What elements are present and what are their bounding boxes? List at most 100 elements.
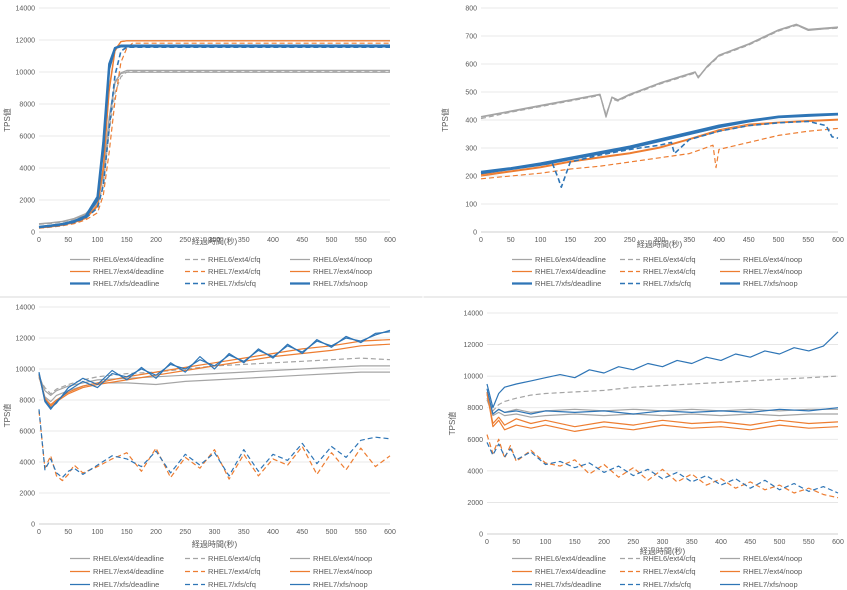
y-axis-label: TPS値 <box>440 108 450 132</box>
x-tick-label: 450 <box>743 237 755 244</box>
x-tick-label: 500 <box>326 237 338 244</box>
legend-label: RHEL7/xfs/deadline <box>535 279 601 288</box>
y-tick-label: 6000 <box>467 437 483 444</box>
legend-label: RHEL7/ext4/deadline <box>535 567 606 576</box>
series-line <box>480 120 839 188</box>
x-tick-label: 600 <box>832 539 844 546</box>
x-tick-label: 550 <box>803 539 815 546</box>
legend-label: RHEL6/ext4/noop <box>313 255 372 264</box>
series-line <box>38 71 390 225</box>
legend-label: RHEL7/ext4/cfq <box>643 567 696 576</box>
y-tick-label: 12000 <box>16 38 36 45</box>
x-tick-label: 150 <box>121 237 133 244</box>
x-tick-label: 200 <box>598 539 610 546</box>
y-tick-label: 0 <box>479 532 483 539</box>
legend-label: RHEL6/ext4/deadline <box>535 255 606 264</box>
x-tick-label: 500 <box>774 539 786 546</box>
legend-label: RHEL7/ext4/noop <box>743 567 802 576</box>
series-line <box>480 112 839 173</box>
series-line <box>38 46 390 229</box>
x-tick-label: 350 <box>238 529 250 536</box>
chart-1: 0 2000 4000 6000 8000 10000 12000 14000 0 50 100 15… <box>2 6 396 289</box>
series-line <box>480 23 839 118</box>
x-tick-label: 100 <box>92 529 104 536</box>
x-axis-label: 経過時間(秒) <box>640 546 686 556</box>
series-line <box>486 388 839 415</box>
x-tick-label: 50 <box>64 529 72 536</box>
series-line <box>38 339 391 406</box>
x-tick-label: 200 <box>594 237 606 244</box>
x-tick-label: 350 <box>686 539 698 546</box>
legend-label: RHEL6/ext4/deadline <box>93 554 164 563</box>
y-tick-label: 500 <box>465 90 477 97</box>
y-tick-label: 2000 <box>19 491 35 498</box>
y-tick-label: 400 <box>465 118 477 125</box>
x-tick-label: 100 <box>92 237 104 244</box>
x-axis-label: 経過時間(秒) <box>192 236 238 246</box>
x-tick-label: 50 <box>64 237 72 244</box>
series-line <box>486 434 839 499</box>
y-tick-label: 12000 <box>16 336 36 343</box>
x-tick-label: 200 <box>150 529 162 536</box>
legend-label: RHEL6/ext4/deadline <box>535 554 606 563</box>
legend-label: RHEL7/ext4/deadline <box>93 267 164 276</box>
series-line <box>480 24 839 120</box>
chart-3: 0 2000 4000 6000 8000 10000 12000 14000 0 50 100 15… <box>2 305 396 590</box>
x-tick-label: 50 <box>507 237 515 244</box>
x-tick-label: 600 <box>384 529 396 536</box>
y-tick-label: 12000 <box>464 342 484 349</box>
y-tick-label: 100 <box>465 202 477 209</box>
series-line <box>38 357 391 395</box>
x-tick-label: 600 <box>832 237 844 244</box>
legend-label: RHEL7/xfs/noop <box>313 580 368 589</box>
series-line <box>480 127 839 180</box>
series-line <box>486 375 839 412</box>
y-axis-label: TPS値 <box>447 412 457 436</box>
legend-label: RHEL7/xfs/noop <box>743 279 798 288</box>
x-tick-label: 400 <box>267 237 279 244</box>
y-tick-label: 10000 <box>464 374 484 381</box>
series-line <box>480 118 839 176</box>
y-tick-label: 600 <box>465 62 477 69</box>
y-tick-label: 6000 <box>19 134 35 141</box>
legend-label: RHEL6/ext4/cfq <box>208 554 261 563</box>
x-tick-label: 400 <box>713 237 725 244</box>
x-tick-label: 300 <box>209 237 221 244</box>
x-tick-label: 100 <box>535 237 547 244</box>
x-tick-label: 500 <box>773 237 785 244</box>
x-tick-label: 400 <box>267 529 279 536</box>
legend-label: RHEL7/xfs/noop <box>313 279 368 288</box>
legend-label: RHEL7/ext4/deadline <box>93 567 164 576</box>
series-line <box>486 393 839 428</box>
series-line <box>480 24 839 118</box>
series-line <box>486 331 839 409</box>
x-axis-label: 経過時間(秒) <box>637 239 683 249</box>
x-tick-label: 0 <box>37 237 41 244</box>
series-line <box>38 44 390 228</box>
x-tick-label: 500 <box>326 529 338 536</box>
x-axis-label: 経過時間(秒) <box>192 539 238 549</box>
x-tick-label: 550 <box>802 237 814 244</box>
legend-label: RHEL7/xfs/deadline <box>93 279 159 288</box>
x-tick-label: 200 <box>150 237 162 244</box>
y-axis-label: TPS値 <box>2 108 12 132</box>
legend-label: RHEL6/ext4/cfq <box>208 255 261 264</box>
y-tick-label: 10000 <box>16 70 36 77</box>
x-tick-label: 0 <box>485 539 489 546</box>
series-line <box>38 365 390 396</box>
x-tick-label: 0 <box>37 529 41 536</box>
x-tick-label: 400 <box>715 539 727 546</box>
chart-2: 0 100 200 300 400 500 600 700 800 0 50 100 150 200 250… <box>440 6 844 289</box>
y-tick-label: 14000 <box>16 6 36 13</box>
legend-label: RHEL7/ext4/cfq <box>643 267 696 276</box>
x-tick-label: 350 <box>683 237 695 244</box>
x-tick-label: 50 <box>512 539 520 546</box>
x-tick-label: 300 <box>654 237 666 244</box>
y-tick-label: 8000 <box>467 405 483 412</box>
legend-label: RHEL7/xfs/cfq <box>208 279 256 288</box>
y-tick-label: 10000 <box>16 367 36 374</box>
series-line <box>38 69 390 225</box>
y-tick-label: 700 <box>465 34 477 41</box>
x-tick-label: 0 <box>479 237 483 244</box>
